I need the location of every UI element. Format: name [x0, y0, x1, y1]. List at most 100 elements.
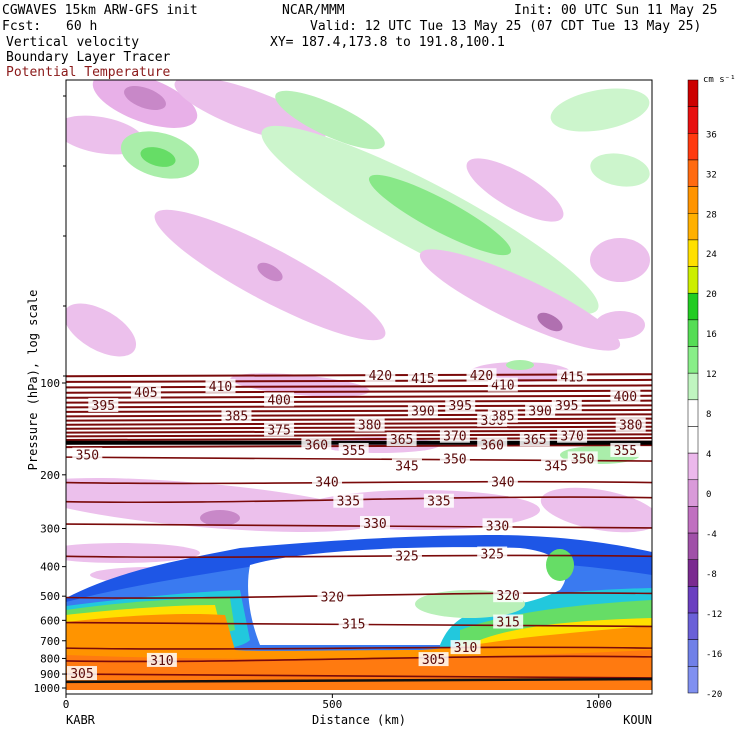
- theta-contour-label: 400: [267, 393, 290, 408]
- theta-contour-label: 410: [209, 380, 232, 395]
- fcst-label: Fcst:: [2, 19, 42, 34]
- theta-label-bg: [301, 437, 332, 452]
- y-tick-label: 400: [40, 561, 60, 574]
- velocity-blob: [174, 80, 326, 144]
- theta-contour-line: [66, 655, 652, 663]
- theta-contour-label: 385: [491, 410, 514, 425]
- theta-label-bg: [130, 385, 161, 400]
- y-axis-label: Pressure (hPa), log scale: [26, 290, 40, 471]
- theta-contour-label: 365: [390, 433, 413, 448]
- init-time: Init: 00 UTC Sun 11 May 25: [514, 3, 718, 18]
- theta-label-bg: [487, 474, 518, 489]
- theta-label-bg: [487, 408, 518, 423]
- valid-time: Valid: 12 UTC Tue 13 May 25 (07 CDT Tue …: [310, 19, 702, 34]
- theta-contour-label: 400: [614, 390, 637, 405]
- y-tick-label: 100: [40, 377, 60, 390]
- theta-contour-label: 335: [337, 495, 360, 510]
- theta-contour-label: 420: [470, 369, 493, 384]
- velocity-blob: [257, 262, 283, 282]
- velocity-blob: [590, 238, 650, 282]
- theta-label-bg: [493, 614, 524, 629]
- theta-contour-label: 345: [395, 460, 418, 475]
- theta-label-bg: [551, 398, 582, 413]
- theta-label-bg: [482, 518, 513, 533]
- theta-contour-label: 395: [92, 399, 115, 414]
- theta-contour-label: 395: [555, 399, 578, 414]
- x-tick-label: 1000: [585, 698, 612, 711]
- theta-contour-label: 305: [422, 653, 445, 668]
- theta-label-bg: [541, 458, 572, 473]
- theta-label-bg: [391, 548, 422, 563]
- xy-range: XY= 187.4,173.8 to 191.8,100.1: [270, 35, 505, 50]
- vertical-velocity-fills: [66, 80, 652, 620]
- org-label: NCAR/MMM: [282, 3, 345, 18]
- theta-contour-label: 380: [619, 419, 642, 434]
- theta-label-bg: [445, 398, 476, 413]
- theta-label-bg: [88, 398, 119, 413]
- velocity-blob: [550, 88, 650, 132]
- velocity-blob: [275, 90, 385, 150]
- tracer-clear-region: [248, 547, 566, 645]
- theta-contour-label: 370: [560, 430, 583, 445]
- theta-label-bg: [72, 447, 103, 462]
- theta-contour-label: 350: [76, 449, 99, 464]
- y-tick-label: 900: [40, 668, 60, 681]
- theta-contour-label: 315: [496, 616, 519, 631]
- velocity-blob: [368, 174, 512, 256]
- theta-contour-label: 390: [528, 404, 551, 419]
- theta-contour-label: 375: [267, 423, 290, 438]
- theta-label-bg: [146, 652, 177, 667]
- y-tick-label: 500: [40, 590, 60, 603]
- theta-label-bg: [264, 422, 295, 437]
- theta-contour-label: 355: [342, 444, 365, 459]
- velocity-blob: [124, 85, 166, 111]
- velocity-blob: [140, 147, 176, 167]
- theta-contour-line: [66, 554, 652, 558]
- theta-contour-label: 330: [486, 519, 509, 534]
- theta-contour-line: [66, 673, 652, 679]
- theta-contour-label: 325: [395, 549, 418, 564]
- theta-label-bg: [615, 417, 646, 432]
- plot-frame: [65, 79, 653, 695]
- theta-contour-label: 365: [523, 433, 546, 448]
- y-tick-label: 600: [40, 614, 60, 627]
- y-tick-label: 1000: [34, 682, 61, 695]
- theta-label-bg: [66, 666, 97, 681]
- y-tick-label: 700: [40, 635, 60, 648]
- theta-label-bg: [407, 403, 438, 418]
- theta-label-bg: [610, 442, 641, 457]
- theta-contour-line: [66, 480, 652, 485]
- x-tick-label: 0: [63, 698, 70, 711]
- velocity-blob: [466, 158, 564, 222]
- theta-label-bg: [557, 369, 588, 384]
- theta-label-bg: [338, 616, 369, 631]
- velocity-blob: [66, 303, 137, 357]
- theta-label-bg: [312, 474, 343, 489]
- theta-contour-label: 330: [363, 517, 386, 532]
- theta-contour-line: [66, 523, 652, 529]
- velocity-blob: [590, 153, 650, 187]
- boundary-layer-tracer-fills: [66, 535, 652, 690]
- velocity-blob: [537, 312, 563, 332]
- theta-label-bg: [391, 458, 422, 473]
- theta-contour-label: 360: [305, 438, 328, 453]
- theta-contour-label: 315: [342, 618, 365, 633]
- velocity-blob: [540, 487, 652, 533]
- y-tick-label: 200: [40, 469, 60, 482]
- theta-label-bg: [386, 432, 417, 447]
- fcst-value: 60 h: [66, 19, 98, 34]
- velocity-blob: [595, 311, 645, 339]
- theta-contour-label: 340: [315, 476, 338, 491]
- theta-contour-label: 310: [150, 654, 173, 669]
- theta-contour-label: 340: [491, 476, 514, 491]
- model-title: CGWAVES 15km ARW-GFS init: [2, 3, 198, 18]
- theta-contour-label: 420: [369, 369, 392, 384]
- theta-label-bg: [359, 516, 390, 531]
- left-station-label: KABR: [66, 713, 96, 727]
- velocity-blob: [506, 360, 534, 370]
- y-tick-label: 800: [40, 652, 60, 665]
- x-tick-label: 500: [322, 698, 342, 711]
- theta-label-bg: [466, 368, 497, 383]
